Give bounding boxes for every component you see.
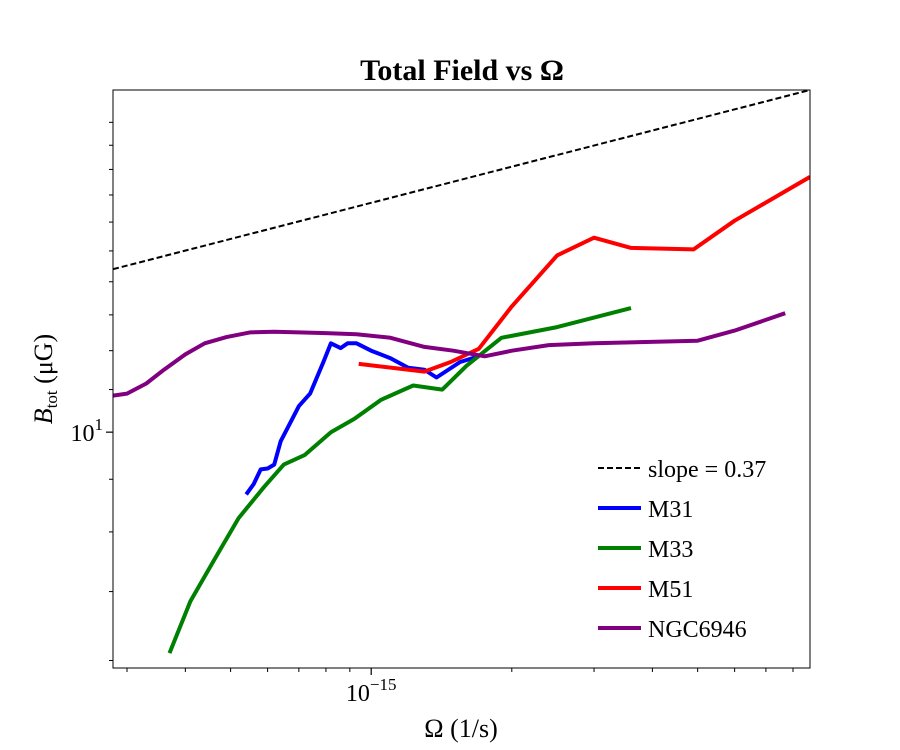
legend-label: M31	[648, 497, 693, 523]
y-tick-label: 101	[71, 415, 104, 447]
y-axis-label: Btot (μG)	[29, 334, 61, 424]
chart-title: Total Field vs Ω	[360, 54, 564, 87]
y-axis-label-symbol: B	[29, 408, 58, 424]
series-line-slope-0-37	[113, 90, 810, 271]
series-line-m33	[167, 306, 632, 654]
minor-ticks	[109, 121, 794, 672]
y-axis-label-unit: (μG)	[29, 334, 58, 391]
y-axis-label-subscript: tot	[42, 390, 61, 408]
major-ticks: 10−15 101	[71, 415, 397, 707]
legend-label: slope = 0.37	[648, 457, 766, 483]
legend: slope = 0.37 M31 M33 M51 NGC6946	[598, 457, 766, 643]
series-line-ngc6946	[113, 311, 786, 398]
series-layer	[113, 90, 810, 654]
x-tick-label: 10−15	[346, 675, 397, 707]
x-axis-label: Ω (1/s)	[424, 714, 497, 743]
legend-label: NGC6946	[648, 617, 747, 643]
legend-label: M51	[648, 577, 693, 603]
plot-frame	[112, 89, 811, 669]
series-line-m51	[358, 175, 810, 374]
legend-label: M33	[648, 537, 693, 563]
